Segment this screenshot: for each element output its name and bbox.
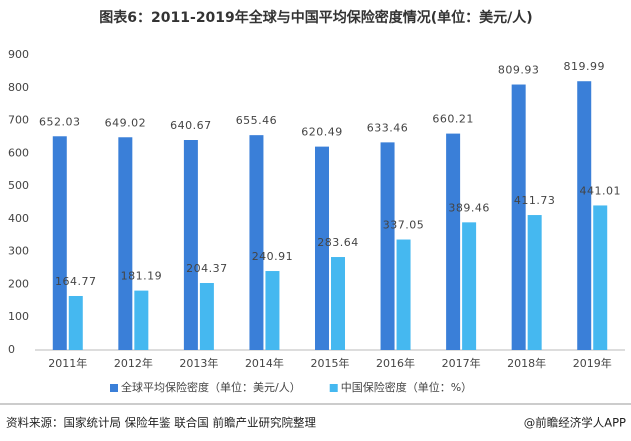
source: 资料来源：国家统计局 保险年鉴 联合国 前瞻产业研究院整理	[6, 416, 316, 430]
bar	[118, 137, 133, 350]
bar	[593, 205, 608, 350]
x-tick-label: 2018年	[507, 356, 546, 370]
bar	[380, 142, 395, 350]
legend-label: 中国保险密度（单位：%）	[341, 380, 472, 394]
value-label: 620.49	[301, 126, 343, 139]
y-tick-label: 100	[8, 310, 29, 323]
bar	[199, 283, 214, 350]
legend-swatch	[329, 384, 338, 392]
bar	[249, 135, 264, 350]
y-tick-label: 800	[8, 81, 29, 94]
value-label: 660.21	[432, 113, 474, 126]
y-tick-label: 600	[8, 146, 29, 159]
x-tick-label: 2017年	[442, 356, 481, 370]
y-tick-label: 500	[8, 179, 29, 192]
value-label: 633.46	[367, 121, 409, 134]
value-label: 652.03	[39, 115, 81, 128]
y-tick-label: 900	[8, 48, 29, 61]
bar	[331, 257, 345, 350]
value-label: 819.99	[563, 60, 605, 73]
y-tick-label: 0	[8, 343, 15, 356]
legend-swatch	[110, 384, 118, 392]
bar	[68, 295, 83, 350]
legend-label: 全球平均保险密度（单位：美元/人）	[121, 380, 301, 394]
x-tick-label: 2011年	[48, 356, 87, 370]
value-label: 441.01	[579, 184, 621, 197]
credit: @前瞻经济学人APP	[524, 416, 626, 430]
bar	[183, 140, 198, 350]
x-tick-label: 2014年	[245, 356, 284, 370]
value-label: 640.67	[170, 119, 212, 132]
y-tick-label: 200	[8, 277, 29, 290]
x-tick-label: 2013年	[179, 356, 218, 370]
value-label: 240.91	[252, 250, 294, 263]
x-tick-label: 2016年	[376, 356, 415, 370]
value-label: 809.93	[498, 64, 540, 77]
y-tick-label: 300	[8, 245, 29, 258]
y-tick-label: 700	[8, 114, 29, 127]
value-label: 649.02	[105, 116, 147, 129]
bar	[462, 222, 477, 350]
x-tick-label: 2012年	[114, 356, 153, 370]
y-tick-label: 400	[8, 212, 29, 225]
value-label: 164.77	[55, 275, 97, 288]
value-label: 204.37	[186, 262, 228, 275]
bar	[577, 81, 592, 351]
bar	[446, 133, 461, 350]
chart-title: 图表6：2011-2019年全球与中国平均保险密度情况(单位：美元/人)	[99, 9, 532, 26]
bar	[527, 215, 542, 350]
bar	[134, 290, 149, 350]
x-tick-label: 2015年	[311, 356, 350, 370]
bar	[511, 84, 526, 350]
value-label: 655.46	[236, 114, 278, 127]
bar	[396, 239, 411, 350]
value-label: 337.05	[383, 219, 425, 232]
bar	[265, 271, 280, 350]
value-label: 181.19	[121, 270, 163, 283]
bar	[315, 146, 329, 350]
value-label: 411.73	[514, 194, 556, 207]
bar	[52, 136, 67, 350]
value-label: 283.64	[317, 236, 359, 249]
x-tick-label: 2019年	[573, 356, 612, 370]
value-label: 389.46	[448, 201, 490, 214]
